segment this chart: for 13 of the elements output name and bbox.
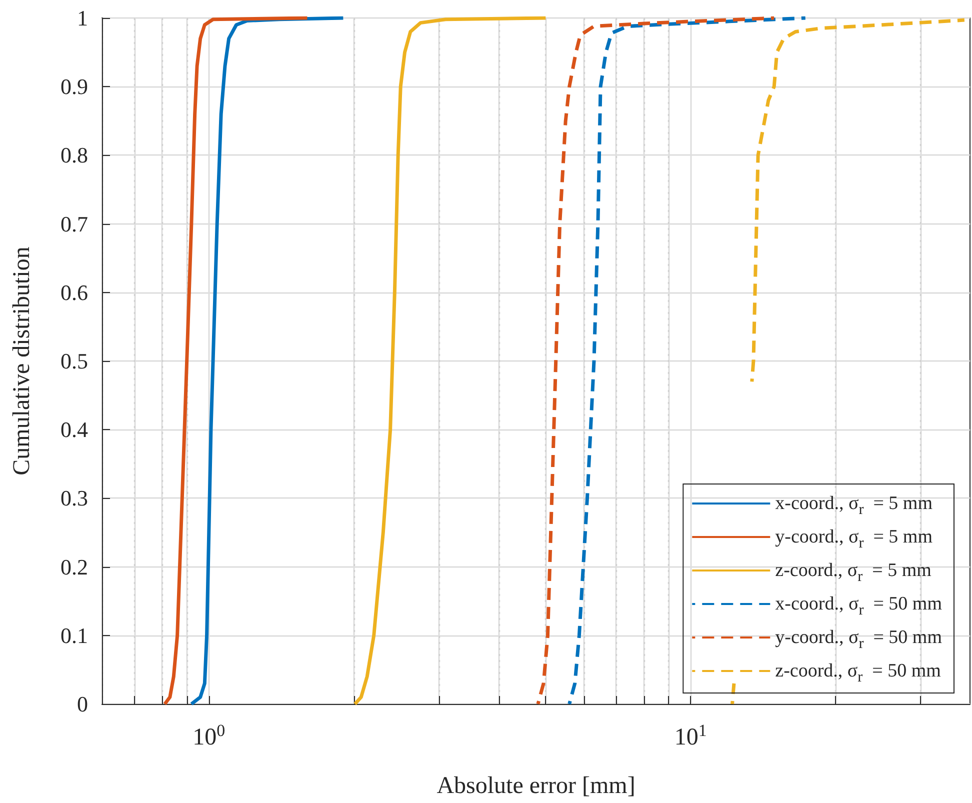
- y-tick-label: 0.1: [60, 622, 88, 648]
- y-tick-label: 0.9: [60, 74, 88, 100]
- y-tick-label: 0.8: [60, 142, 88, 168]
- y-tick-label: 0.4: [60, 417, 88, 442]
- y-tick-label: 1: [77, 6, 88, 30]
- y-tick-label: 0.3: [60, 486, 88, 511]
- y-tick-label: 0.5: [60, 348, 88, 374]
- x-axis-title: Absolute error [mm]: [436, 773, 636, 799]
- y-tick-label: 0.7: [60, 211, 88, 236]
- y-tick-label: 0.6: [60, 280, 88, 305]
- y-axis-title: Cumulative distribution: [9, 246, 35, 476]
- y-tick-label: 0: [77, 692, 88, 716]
- y-tick-label: 0.2: [60, 554, 88, 580]
